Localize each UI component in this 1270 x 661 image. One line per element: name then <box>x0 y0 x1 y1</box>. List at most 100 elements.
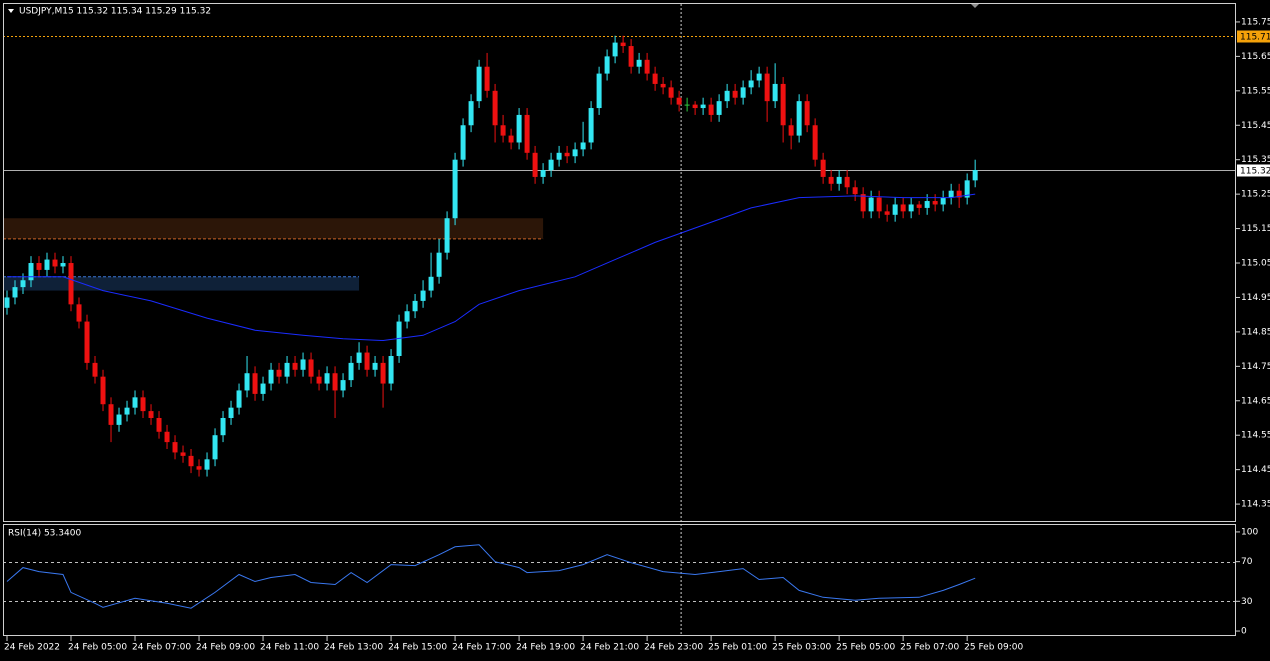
y-tick-label: 114.65 <box>1241 396 1270 406</box>
y-tick-label: 115.05 <box>1241 259 1270 269</box>
candle-body <box>556 152 562 160</box>
candle-body <box>492 90 498 126</box>
layer: 115.71 115.32 114.35 114.45 114.55 114.65 114.… <box>3 4 1270 653</box>
candle-body <box>908 204 914 212</box>
candle-body <box>652 73 658 84</box>
candle-body <box>620 42 626 47</box>
rsi-frame <box>3 524 1236 636</box>
y-tick-label: 115.25 <box>1241 190 1270 200</box>
candle-body <box>108 404 114 425</box>
y-tick-label: 114.45 <box>1241 465 1270 475</box>
candle-body <box>700 104 706 109</box>
price-level-box <box>1237 30 1270 43</box>
candle-body <box>724 90 730 102</box>
candle-body <box>932 201 938 205</box>
candle-body <box>852 187 858 195</box>
shift-marker <box>971 4 979 8</box>
candle-body <box>884 211 890 215</box>
candle-body <box>4 297 10 308</box>
x-tick-label: 25 Feb 03:00 <box>772 643 831 653</box>
candle-body <box>676 97 682 105</box>
candle-body <box>940 197 946 205</box>
candle-body <box>812 125 818 160</box>
candle-body <box>708 104 714 115</box>
candle-body <box>372 362 378 370</box>
candle-body <box>68 263 74 305</box>
candle-body <box>308 359 314 377</box>
candle-body <box>684 104 690 106</box>
candle-body <box>156 417 162 432</box>
candle-body <box>524 114 530 153</box>
chart-title: USDJPY,M15 115.32 115.34 115.29 115.32 <box>19 7 211 17</box>
candle-body <box>420 290 426 301</box>
y-tick-label: 115.15 <box>1241 224 1270 234</box>
menu-arrow <box>8 9 14 13</box>
x-tick-label: 25 Feb 05:00 <box>836 643 895 653</box>
candle-body <box>180 452 186 456</box>
candle-body <box>796 101 802 136</box>
candle-body <box>348 362 354 381</box>
x-tick-label: 24 Feb 11:00 <box>260 643 319 653</box>
candle-body <box>548 159 554 171</box>
main-frame <box>3 3 1236 522</box>
candle-body <box>844 176 850 188</box>
candle-body <box>876 197 882 212</box>
candle-body <box>972 170 978 181</box>
candle-body <box>900 204 906 212</box>
candle-body <box>692 104 698 109</box>
moving-average <box>7 193 976 342</box>
x-tick-label: 24 Feb 23:00 <box>644 643 703 653</box>
price-level-label: 115.32 <box>1240 167 1270 177</box>
y-tick-label: 114.95 <box>1241 293 1270 303</box>
candle-body <box>596 73 602 109</box>
candle-body <box>244 373 250 391</box>
x-tick-label: 25 Feb 09:00 <box>964 643 1023 653</box>
candle-body <box>60 263 66 267</box>
candle-body <box>124 407 130 415</box>
candle-body <box>116 414 122 425</box>
candle-body <box>452 159 458 219</box>
candle-body <box>100 376 106 405</box>
y-tick-label: 70 <box>1241 557 1253 567</box>
candle-body <box>868 197 874 212</box>
candle-body <box>892 204 898 215</box>
candle-body <box>636 59 642 67</box>
x-tick-label: 24 Feb 17:00 <box>452 643 511 653</box>
candle-body <box>628 46 634 67</box>
y-tick-label: 30 <box>1241 597 1253 607</box>
y-tick-label: 100 <box>1241 527 1258 537</box>
y-tick-label: 0 <box>1241 627 1247 637</box>
candle-body <box>820 159 826 177</box>
x-tick-label: 25 Feb 07:00 <box>900 643 959 653</box>
candle-body <box>260 383 266 394</box>
x-tick-label: 24 Feb 05:00 <box>68 643 127 653</box>
candle-body <box>380 362 386 384</box>
candle-body <box>268 369 274 384</box>
candle-body <box>788 125 794 136</box>
candle-body <box>332 373 338 391</box>
x-tick-label: 24 Feb 07:00 <box>132 643 191 653</box>
candle-body <box>772 83 778 102</box>
y-tick-label: 115.75 <box>1241 17 1270 27</box>
candle-body <box>132 397 138 408</box>
price-level-label: 115.71 <box>1240 33 1270 43</box>
candle-body <box>716 101 722 115</box>
candle-body <box>356 352 362 363</box>
y-tick-label: 115.55 <box>1241 86 1270 96</box>
candle-body <box>252 373 258 394</box>
candle-body <box>508 135 514 143</box>
candle-body <box>444 218 450 253</box>
candle-body <box>828 176 834 184</box>
candle-body <box>36 263 42 270</box>
candle-body <box>532 152 538 177</box>
candle-body <box>924 201 930 208</box>
candle-body <box>20 280 26 288</box>
candle-body <box>804 101 810 126</box>
x-tick-label: 24 Feb 21:00 <box>580 643 639 653</box>
candle-body <box>780 83 786 126</box>
candle-body <box>916 204 922 208</box>
candle-body <box>644 59 650 74</box>
candle-body <box>76 304 82 322</box>
candle-body <box>948 190 954 198</box>
